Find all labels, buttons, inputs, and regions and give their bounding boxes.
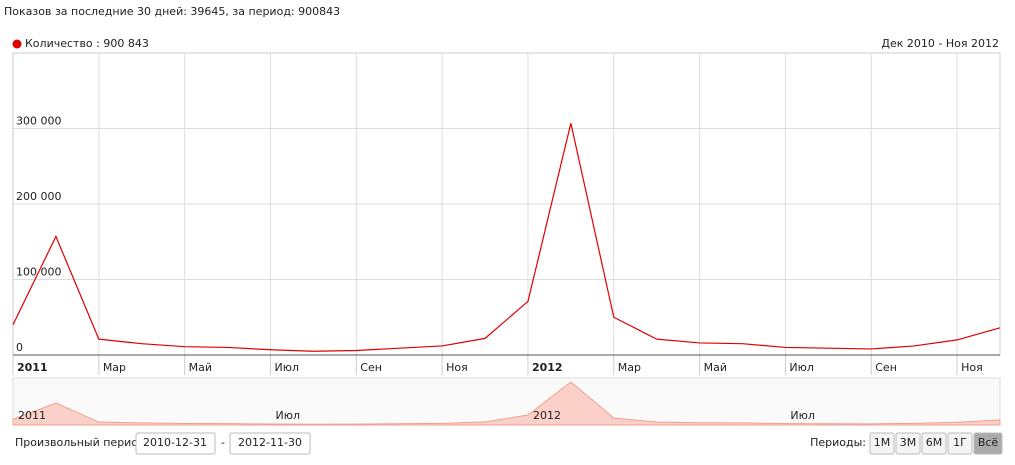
navigator-label: 2011 [18, 409, 46, 422]
period-button-label: 3М [900, 436, 917, 449]
date-from-text: 2010-12-31 [143, 436, 207, 449]
period-button[interactable] [895, 432, 921, 455]
date-to-text: 2012-11-30 [238, 436, 302, 449]
legend-label[interactable]: Количество : 900 843 [25, 37, 149, 50]
x-tick-label: 2011 [17, 361, 48, 374]
x-tick-label: Июл [274, 361, 299, 374]
periods-label: Периоды: [810, 436, 866, 449]
navigator-area [12, 381, 1001, 426]
period-button-label: 1Г [953, 436, 967, 449]
period-button[interactable] [947, 432, 973, 455]
period-button[interactable] [869, 432, 895, 455]
navigator[interactable] [12, 377, 1001, 426]
x-tick-label: Май [189, 361, 212, 374]
navigator-label: 2012 [533, 409, 561, 422]
x-tick-label: Мар [618, 361, 641, 374]
y-tick-label: 0 [16, 341, 23, 354]
date-separator: - [221, 436, 225, 449]
period-button-label: Всё [978, 436, 999, 449]
x-tick-label: Сен [360, 361, 382, 374]
navigator-label: Июл [790, 409, 815, 422]
period-button-label: 6М [926, 436, 943, 449]
x-tick-label: 2012 [532, 361, 563, 374]
y-tick-label: 300 000 [16, 115, 62, 128]
data-line [12, 123, 1001, 352]
x-tick-label: Ноя [961, 361, 983, 374]
header: Показов за последние 30 дней: 39645, за … [4, 5, 340, 18]
navigator-label: Июл [275, 409, 300, 422]
range-label: Дек 2010 - Ноя 2012 [881, 37, 999, 50]
date-from[interactable] [135, 432, 216, 455]
period-button[interactable] [973, 432, 1003, 455]
x-tick-label: Июл [789, 361, 814, 374]
x-tick-label: Мар [103, 361, 126, 374]
x-tick-label: Май [704, 361, 727, 374]
period-button[interactable] [921, 432, 947, 455]
x-tick-label: Сен [875, 361, 897, 374]
custom-period-label: Произвольный период: [15, 436, 149, 449]
legend-marker [12, 39, 22, 49]
y-tick-label: 200 000 [16, 190, 62, 203]
date-to[interactable] [229, 432, 311, 455]
x-tick-label: Ноя [446, 361, 468, 374]
period-button-label: 1М [874, 436, 891, 449]
